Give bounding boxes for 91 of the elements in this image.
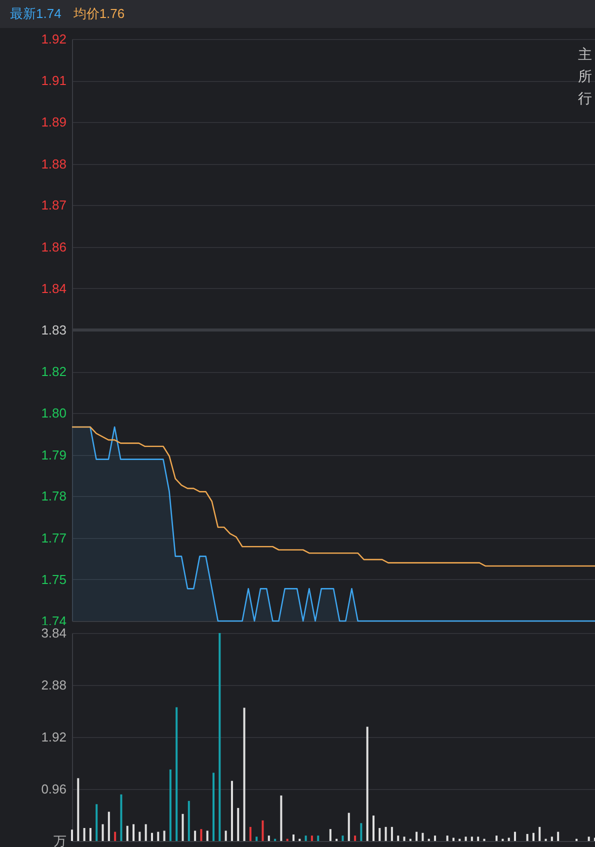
bar <box>360 823 362 841</box>
y-tick-label: 1.83 <box>41 322 66 338</box>
bar <box>477 836 480 841</box>
bar <box>304 836 307 841</box>
bar <box>268 836 270 841</box>
bar <box>366 726 368 841</box>
y-tick-label: 1.92 <box>41 730 66 744</box>
bar <box>243 708 246 841</box>
y-tick-label: 1.91 <box>41 73 66 88</box>
y-tick-label: 1.75 <box>41 572 66 587</box>
bar <box>237 808 240 841</box>
y-tick-label: 3.84 <box>41 626 66 640</box>
bar <box>188 800 190 841</box>
y-tick-label: 1.89 <box>41 114 66 130</box>
bar <box>390 826 393 841</box>
line-series <box>71 426 595 567</box>
bar <box>310 836 313 841</box>
bar <box>144 824 147 841</box>
bar <box>77 778 80 841</box>
text: 均价1.76 <box>73 5 125 23</box>
bar <box>108 812 110 841</box>
bar <box>403 836 406 841</box>
bar <box>514 832 516 841</box>
bar <box>538 826 541 841</box>
bar <box>224 830 227 841</box>
bar <box>329 829 332 841</box>
bar <box>452 838 454 841</box>
bar <box>126 826 128 841</box>
bar <box>348 812 350 841</box>
y-tick-label: 1.87 <box>41 198 66 213</box>
y-tick-label: 万 <box>54 834 66 847</box>
y-tick-label: 1.88 <box>41 156 66 172</box>
bar <box>280 796 282 841</box>
bar <box>372 816 374 841</box>
y-tick-label: 2.88 <box>41 678 66 692</box>
bar <box>470 836 473 841</box>
bar <box>169 770 172 841</box>
y-tick-label: 1.92 <box>41 32 66 46</box>
bar <box>176 707 178 841</box>
bar <box>342 836 344 841</box>
bar <box>138 832 141 841</box>
bar <box>532 832 534 841</box>
bar <box>292 834 295 841</box>
bar <box>508 838 510 841</box>
bar <box>102 824 104 841</box>
annotation: 主 <box>578 46 592 64</box>
bar <box>89 828 92 841</box>
bar <box>150 832 153 841</box>
annotation: 行 <box>578 90 592 108</box>
bar <box>354 836 356 841</box>
bar <box>71 830 73 841</box>
bar <box>384 826 387 841</box>
annotation: 所 <box>578 68 592 86</box>
bar <box>378 828 381 841</box>
bar <box>588 836 590 841</box>
y-tick-label: 1.79 <box>41 447 66 462</box>
y-tick-label: 1.80 <box>41 406 66 421</box>
bar <box>114 832 116 841</box>
bar <box>317 836 320 841</box>
bar <box>464 836 467 841</box>
y-tick-label: 0.96 <box>41 782 66 796</box>
bar <box>157 832 160 841</box>
bar <box>200 829 202 841</box>
bar <box>249 826 252 841</box>
bar <box>230 780 233 841</box>
y-tick-label: 1.82 <box>41 364 66 380</box>
y-tick-label: 1.78 <box>41 488 66 504</box>
bar <box>397 836 400 841</box>
bar <box>526 834 528 841</box>
bar <box>182 814 184 841</box>
bar <box>212 772 215 841</box>
bar <box>557 832 560 841</box>
bar <box>422 832 424 841</box>
bar <box>194 830 196 841</box>
bar <box>550 836 553 841</box>
text: 最新1.74 <box>10 5 62 23</box>
y-tick-label: 1.84 <box>41 280 66 296</box>
bar <box>218 633 221 841</box>
bar <box>416 832 418 841</box>
y-tick-label: 1.77 <box>41 530 66 546</box>
bar <box>206 830 208 841</box>
bar <box>163 830 166 841</box>
bar <box>120 794 122 841</box>
bar <box>446 836 448 841</box>
bar <box>83 828 86 841</box>
bar <box>132 824 135 841</box>
bar <box>496 836 498 841</box>
bar <box>262 820 264 841</box>
y-tick-label: 1.86 <box>41 239 66 254</box>
bar <box>96 804 98 841</box>
bar <box>434 836 436 841</box>
